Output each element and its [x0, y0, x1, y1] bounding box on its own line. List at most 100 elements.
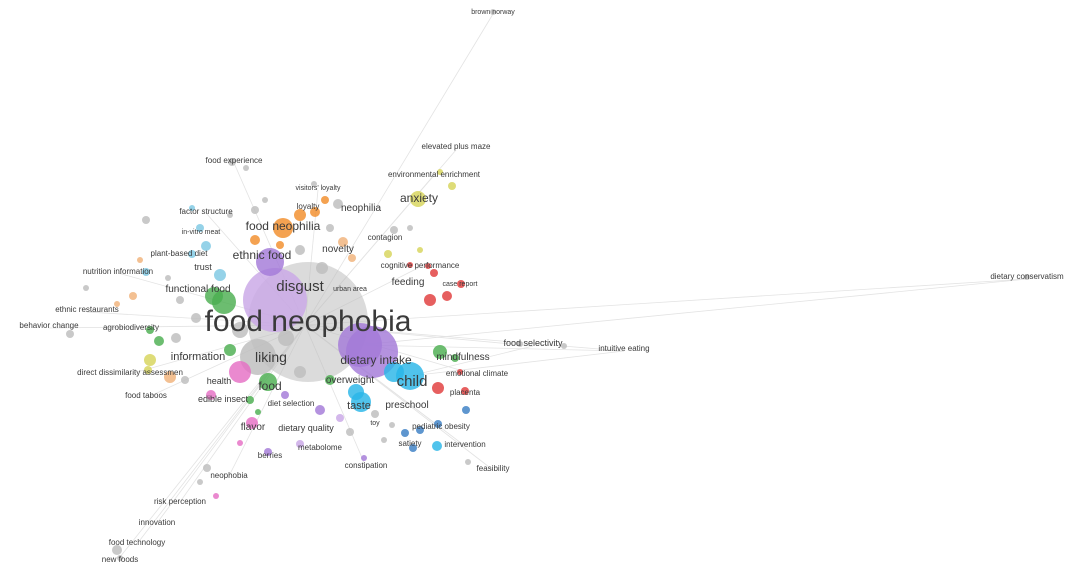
node-label-risk-perception[interactable]: risk perception [154, 497, 206, 506]
node-bubble-50[interactable] [137, 257, 143, 263]
node-bubble-75[interactable] [203, 464, 211, 472]
node-bubble-42[interactable] [361, 455, 367, 461]
node-bubble-69[interactable] [243, 165, 249, 171]
node-bubble-10[interactable] [259, 373, 277, 391]
node-bubble-43[interactable] [213, 493, 219, 499]
node-bubble-74[interactable] [117, 555, 123, 561]
node-label-pediatric-obesity[interactable]: pediatric obesity [412, 422, 470, 431]
node-bubble-34[interactable] [434, 420, 442, 428]
node-bubble-85[interactable] [425, 263, 431, 269]
node-bubble-87[interactable] [561, 343, 567, 349]
node-bubble-107[interactable] [227, 212, 233, 218]
node-bubble-55[interactable] [144, 354, 156, 366]
node-bubble-32[interactable] [401, 429, 409, 437]
node-label-neophilia[interactable]: neophilia [341, 203, 381, 214]
node-bubble-36[interactable] [462, 406, 470, 414]
node-bubble-40[interactable] [264, 448, 272, 456]
node-bubble-60[interactable] [246, 396, 254, 404]
node-label-brown-norway[interactable]: brown norway [471, 9, 515, 16]
node-bubble-77[interactable] [311, 181, 317, 187]
node-bubble-104[interactable] [326, 224, 334, 232]
node-bubble-57[interactable] [164, 371, 176, 383]
node-bubble-80[interactable] [348, 254, 356, 262]
node-label-liking[interactable]: liking [255, 349, 287, 365]
node-label-factor-structure[interactable]: factor structure [179, 207, 233, 216]
node-bubble-89[interactable] [1024, 274, 1030, 280]
node-bubble-48[interactable] [189, 205, 195, 211]
node-label-edible-insect[interactable]: edible insect [198, 394, 249, 404]
node-label-disgust[interactable]: disgust [276, 278, 324, 295]
node-bubble-14[interactable] [310, 207, 320, 217]
node-bubble-31[interactable] [457, 369, 463, 375]
node-bubble-18[interactable] [437, 169, 443, 175]
node-bubble-78[interactable] [333, 199, 343, 209]
node-bubble-37[interactable] [409, 444, 417, 452]
node-bubble-45[interactable] [201, 241, 211, 251]
node-label-cognitive-performance[interactable]: cognitive performance [381, 261, 460, 270]
node-label-flavor[interactable]: flavor [241, 422, 266, 433]
node-bubble-22[interactable] [348, 384, 364, 400]
node-bubble-25[interactable] [424, 294, 436, 306]
node-bubble-53[interactable] [146, 326, 154, 334]
node-label-placenta[interactable]: placenta [450, 388, 481, 397]
node-label-dietary-intake[interactable]: dietary intake [340, 353, 412, 367]
node-label-diet-selection[interactable]: diet selection [268, 399, 315, 408]
node-bubble-64[interactable] [336, 414, 344, 422]
node-bubble-54[interactable] [154, 336, 164, 346]
node-bubble-44[interactable] [214, 269, 226, 281]
node-bubble-105[interactable] [251, 206, 259, 214]
node-bubble-41[interactable] [296, 440, 304, 448]
node-bubble-106[interactable] [262, 197, 268, 203]
node-label-satiety[interactable]: satiety [398, 439, 421, 448]
node-label-preschool[interactable]: preschool [385, 400, 428, 411]
node-bubble-81[interactable] [316, 262, 328, 274]
node-bubble-46[interactable] [188, 250, 196, 258]
node-label-anxiety[interactable]: anxiety [400, 191, 438, 205]
node-bubble-103[interactable] [295, 245, 305, 255]
node-bubble-98[interactable] [171, 333, 181, 343]
node-label-ethnic-restaurants[interactable]: ethnic restaurants [55, 305, 119, 314]
node-label-ethnic-food[interactable]: ethnic food [233, 248, 292, 262]
node-label-trust[interactable]: trust [194, 262, 212, 272]
node-label-nutrition-information[interactable]: nutrition information [83, 267, 153, 276]
node-label-emotional-climate[interactable]: emotional climate [446, 369, 509, 378]
node-label-food-experience[interactable]: food experience [206, 156, 263, 165]
node-bubble-93[interactable] [294, 366, 306, 378]
node-bubble-95[interactable] [232, 322, 248, 338]
node-bubble-88[interactable] [490, 9, 496, 15]
node-label-intuitive-eating[interactable]: intuitive eating [598, 344, 649, 353]
node-label-new-foods[interactable]: new foods [102, 555, 138, 564]
node-bubble-17[interactable] [448, 182, 456, 190]
node-label-taste[interactable]: taste [347, 400, 371, 412]
node-bubble-97[interactable] [191, 313, 201, 323]
node-bubble-27[interactable] [457, 280, 465, 288]
node-bubble-94[interactable] [278, 330, 294, 346]
node-label-direct-dissimilarity[interactable]: direct dissimilarity assessmen [77, 368, 183, 377]
node-label-visitors-loyalty[interactable]: visitors' loyalty [296, 185, 341, 192]
node-bubble-65[interactable] [346, 428, 354, 436]
node-label-food-technology[interactable]: food technology [109, 538, 166, 547]
node-label-toy[interactable]: toy [370, 420, 380, 427]
node-label-feasibility[interactable]: feasibility [477, 464, 510, 473]
node-label-novelty[interactable]: novelty [322, 244, 354, 255]
node-bubble-30[interactable] [461, 387, 469, 395]
node-bubble-84[interactable] [407, 262, 413, 268]
node-bubble-86[interactable] [517, 341, 523, 347]
node-bubble-101[interactable] [250, 235, 260, 245]
node-bubble-12[interactable] [273, 218, 293, 238]
node-bubble-26[interactable] [442, 291, 452, 301]
node-label-information[interactable]: information [171, 351, 225, 363]
node-label-behavior-change[interactable]: behavior change [19, 321, 79, 330]
node-bubble-52[interactable] [114, 301, 120, 307]
node-bubble-66[interactable] [371, 410, 379, 418]
node-bubble-33[interactable] [416, 426, 424, 434]
node-bubble-13[interactable] [294, 209, 306, 221]
node-bubble-7[interactable] [256, 248, 284, 276]
node-label-elevated-plus-maze[interactable]: elevated plus maze [422, 142, 491, 151]
node-bubble-38[interactable] [246, 417, 258, 429]
node-bubble-63[interactable] [315, 405, 325, 415]
node-label-agrobiodiversity[interactable]: agrobiodiversity [103, 323, 159, 332]
node-bubble-99[interactable] [176, 296, 184, 304]
node-bubble-16[interactable] [410, 191, 426, 207]
node-bubble-71[interactable] [83, 285, 89, 291]
